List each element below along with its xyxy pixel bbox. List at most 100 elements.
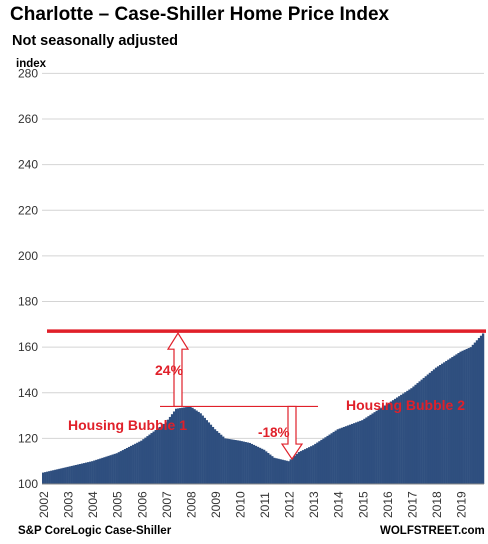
chart-subtitle: Not seasonally adjusted <box>12 33 178 49</box>
bar <box>123 449 127 484</box>
bar <box>350 423 354 484</box>
bar <box>68 466 71 484</box>
bar <box>422 377 425 484</box>
bar <box>463 349 466 484</box>
bar <box>234 440 237 484</box>
bar <box>457 353 460 484</box>
bar <box>473 342 477 484</box>
bar <box>404 392 407 484</box>
bar <box>412 386 415 484</box>
y-tick-label: 260 <box>18 112 38 126</box>
bar <box>152 431 155 484</box>
bar <box>410 388 413 484</box>
bar <box>461 350 464 484</box>
bar <box>134 443 137 484</box>
y-tick-label: 120 <box>18 431 38 445</box>
bar <box>42 472 45 484</box>
bar <box>215 431 219 484</box>
bar <box>82 463 86 484</box>
bar <box>281 459 284 484</box>
bar <box>136 442 139 484</box>
annotation-housing-bubble-1: Housing Bubble 1 <box>68 417 187 433</box>
bar <box>181 407 184 484</box>
bar <box>396 397 399 484</box>
bar <box>140 440 143 484</box>
bar <box>156 428 159 484</box>
bar <box>109 455 112 484</box>
bar <box>150 433 153 484</box>
bar <box>416 383 419 484</box>
x-tick-label: 2002 <box>37 491 51 518</box>
bar <box>121 450 125 484</box>
up-arrow <box>166 332 190 408</box>
bar <box>254 445 258 484</box>
bar <box>44 472 47 484</box>
bar <box>365 417 368 484</box>
bar <box>322 438 325 484</box>
bar <box>332 431 335 484</box>
bar <box>91 461 94 484</box>
bar <box>391 400 395 484</box>
bar <box>346 425 350 484</box>
bar <box>148 434 151 484</box>
bar <box>420 379 423 484</box>
bar <box>244 442 247 484</box>
bar <box>242 441 245 484</box>
bar <box>80 463 84 484</box>
y-tick-label: 180 <box>18 295 38 309</box>
bar <box>250 443 254 484</box>
bar <box>248 442 251 484</box>
bar <box>475 340 479 484</box>
x-tick-label: 2014 <box>332 491 346 518</box>
bar <box>445 361 448 484</box>
x-tick-label: 2009 <box>209 491 223 518</box>
bar <box>138 441 141 484</box>
bar <box>197 411 200 484</box>
bar <box>402 393 405 484</box>
bar <box>78 464 82 484</box>
annotations: Housing Bubble 1 Housing Bubble 2 24% -18% <box>47 329 486 461</box>
bar <box>375 410 378 484</box>
down-arrow <box>280 405 304 461</box>
bar <box>344 426 348 484</box>
bar <box>199 413 202 484</box>
bar <box>330 433 333 484</box>
bar <box>357 421 360 484</box>
bar <box>342 426 346 484</box>
bar <box>84 462 88 484</box>
bar <box>54 469 57 484</box>
bar <box>301 450 305 484</box>
bar <box>195 410 198 484</box>
bar <box>387 402 391 484</box>
bar <box>103 457 106 484</box>
bar <box>381 406 384 484</box>
bar <box>389 401 393 484</box>
bar <box>353 423 356 484</box>
bar <box>129 445 133 484</box>
bar <box>373 412 376 484</box>
bar <box>164 422 168 484</box>
bar <box>273 457 276 484</box>
bar <box>50 470 53 484</box>
annotation-housing-bubble-2: Housing Bubble 2 <box>346 397 465 413</box>
bar <box>447 359 450 484</box>
bar <box>209 424 213 484</box>
bar <box>76 464 80 484</box>
bar <box>265 451 268 484</box>
bar <box>328 434 331 484</box>
bar <box>451 357 454 484</box>
bar <box>285 460 288 484</box>
y-axis-ticks: 100 120 140 160 180 200 220 240 260 280 <box>18 66 38 491</box>
bar <box>324 437 327 484</box>
bar <box>232 439 235 484</box>
bar <box>105 456 108 484</box>
bar <box>107 455 110 484</box>
bar <box>189 406 192 484</box>
bar <box>334 430 337 484</box>
bar <box>377 409 380 484</box>
bar <box>479 335 483 484</box>
bar <box>455 354 458 484</box>
bar <box>465 348 468 484</box>
bar <box>314 443 317 484</box>
bar <box>308 447 311 484</box>
